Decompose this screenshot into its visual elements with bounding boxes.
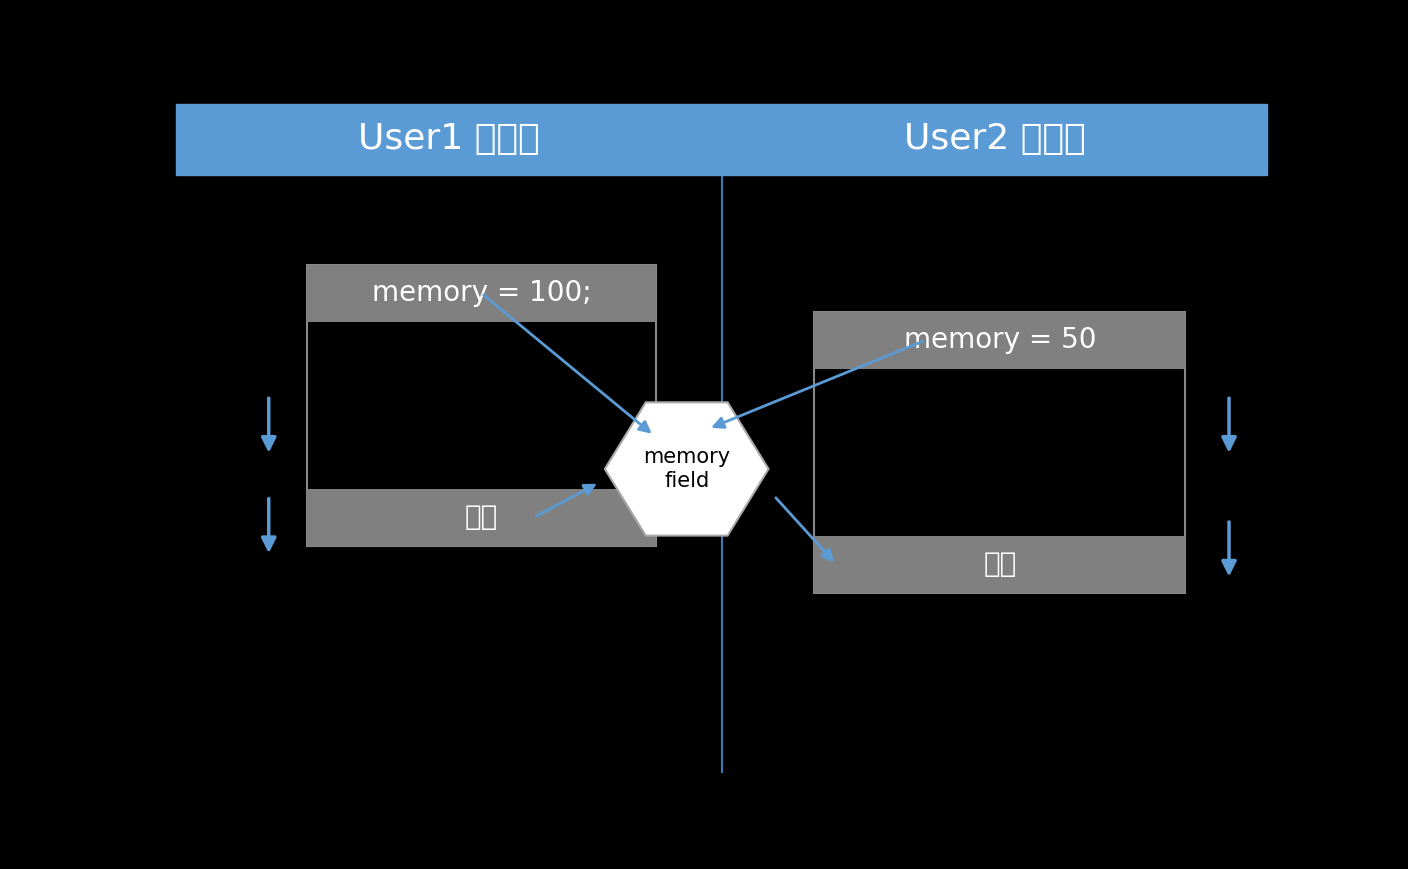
Text: User2 스레드: User2 스레드	[904, 123, 1086, 156]
Bar	[814, 536, 1186, 593]
Polygon shape	[605, 402, 769, 535]
Text: memory = 50: memory = 50	[904, 326, 1095, 355]
Text: memory
field: memory field	[643, 448, 731, 491]
Text: memory = 100;: memory = 100;	[372, 279, 591, 308]
Bar	[814, 312, 1186, 593]
Text: 출력: 출력	[983, 550, 1017, 578]
Text: 출력: 출력	[465, 503, 498, 532]
Bar	[814, 312, 1186, 368]
Bar	[307, 489, 656, 546]
Bar	[176, 104, 1267, 175]
Bar	[307, 265, 656, 322]
Bar	[307, 265, 656, 546]
Text: User1 스레드: User1 스레드	[358, 123, 539, 156]
